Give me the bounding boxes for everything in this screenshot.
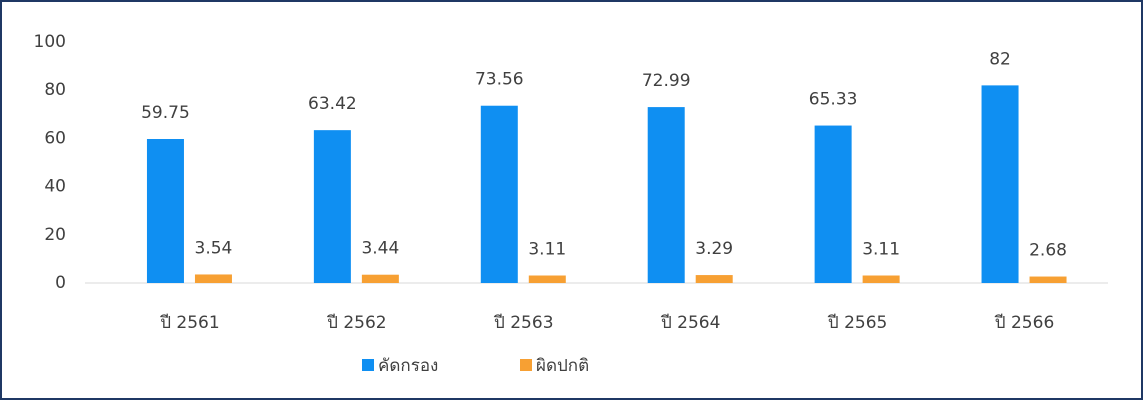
- value-label: 3.11: [528, 240, 566, 260]
- legend-swatch: [362, 359, 374, 371]
- bar: [361, 274, 399, 283]
- bar: [146, 139, 184, 283]
- x-tick-label: ปี 2564: [660, 313, 720, 333]
- y-tick-label: 20: [44, 225, 66, 245]
- bar: [1029, 276, 1067, 283]
- bar: [194, 274, 232, 283]
- bar: [862, 275, 900, 283]
- y-tick-label: 100: [34, 32, 66, 52]
- legend-label: ผิดปกติ: [536, 356, 589, 376]
- value-label: 63.42: [308, 94, 357, 114]
- bar: [647, 107, 685, 283]
- value-label: 3.29: [695, 239, 733, 259]
- value-label: 72.99: [642, 71, 691, 91]
- value-label: 3.44: [361, 239, 399, 259]
- bar: [814, 125, 852, 283]
- value-label: 65.33: [809, 90, 858, 110]
- y-tick-label: 60: [44, 128, 66, 148]
- bar: [528, 275, 566, 283]
- value-label: 2.68: [1029, 241, 1067, 261]
- value-label: 73.56: [475, 70, 524, 90]
- bar: [695, 275, 733, 283]
- x-tick-label: ปี 2566: [994, 313, 1054, 333]
- y-tick-label: 40: [44, 177, 66, 197]
- bar: [480, 105, 518, 283]
- legend-label: คัดกรอง: [378, 356, 438, 376]
- y-tick-label: 80: [44, 80, 66, 100]
- x-tick-label: ปี 2562: [326, 313, 386, 333]
- bar: [981, 85, 1019, 283]
- x-tick-label: ปี 2563: [493, 313, 553, 333]
- value-label: 3.54: [195, 238, 233, 258]
- value-label: 59.75: [141, 103, 190, 123]
- bar: [313, 130, 351, 283]
- value-label: 3.11: [862, 240, 900, 260]
- y-tick-label: 0: [55, 273, 66, 293]
- x-tick-label: ปี 2561: [159, 313, 219, 333]
- value-label: 82: [989, 49, 1011, 69]
- legend-swatch: [520, 359, 532, 371]
- x-tick-label: ปี 2565: [827, 313, 887, 333]
